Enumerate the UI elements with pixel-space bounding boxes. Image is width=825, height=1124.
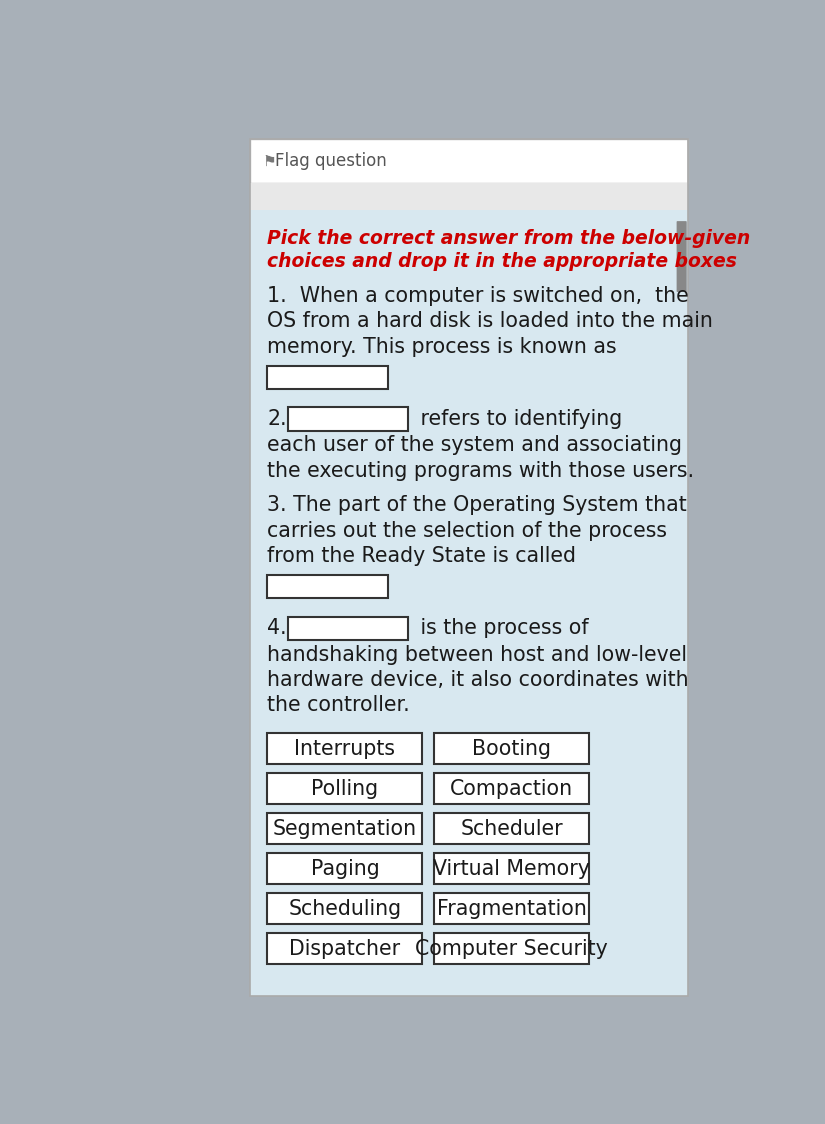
Text: Fragmentation: Fragmentation	[436, 899, 587, 918]
Text: handshaking between host and low-level: handshaking between host and low-level	[267, 645, 687, 664]
Text: refers to identifying: refers to identifying	[414, 409, 622, 429]
Text: 2.: 2.	[267, 409, 287, 429]
Text: the controller.: the controller.	[267, 696, 410, 716]
Text: memory. This process is known as: memory. This process is known as	[267, 336, 617, 356]
Text: 1.  When a computer is switched on,  the: 1. When a computer is switched on, the	[267, 285, 689, 306]
FancyBboxPatch shape	[250, 183, 688, 210]
Text: Computer Security: Computer Security	[415, 939, 608, 959]
FancyBboxPatch shape	[267, 575, 388, 598]
FancyBboxPatch shape	[250, 210, 688, 996]
Text: Paging: Paging	[310, 859, 380, 879]
Text: OS from a hard disk is loaded into the main: OS from a hard disk is loaded into the m…	[267, 311, 714, 332]
FancyBboxPatch shape	[434, 853, 589, 885]
FancyBboxPatch shape	[434, 814, 589, 844]
Text: Flag question: Flag question	[276, 152, 387, 170]
FancyBboxPatch shape	[434, 894, 589, 924]
Text: is the process of: is the process of	[414, 618, 588, 638]
Text: Interrupts: Interrupts	[295, 738, 395, 759]
FancyBboxPatch shape	[434, 773, 589, 804]
Text: Scheduler: Scheduler	[460, 818, 563, 839]
FancyBboxPatch shape	[267, 814, 422, 844]
Text: each user of the system and associating: each user of the system and associating	[267, 435, 682, 455]
Text: Booting: Booting	[472, 738, 551, 759]
FancyBboxPatch shape	[288, 617, 408, 640]
Text: ⚑: ⚑	[263, 154, 276, 169]
FancyBboxPatch shape	[434, 933, 589, 964]
Text: Polling: Polling	[311, 779, 379, 799]
FancyBboxPatch shape	[434, 733, 589, 764]
Text: Virtual Memory: Virtual Memory	[433, 859, 590, 879]
Text: 4.: 4.	[267, 618, 287, 638]
Text: choices and drop it in the appropriate boxes: choices and drop it in the appropriate b…	[267, 252, 738, 271]
Text: from the Ready State is called: from the Ready State is called	[267, 546, 577, 566]
Text: carries out the selection of the process: carries out the selection of the process	[267, 520, 667, 541]
FancyBboxPatch shape	[676, 221, 686, 292]
FancyBboxPatch shape	[288, 408, 408, 430]
Text: Compaction: Compaction	[450, 779, 573, 799]
Text: 3. The part of the Operating System that: 3. The part of the Operating System that	[267, 496, 687, 515]
FancyBboxPatch shape	[267, 366, 388, 389]
Text: the executing programs with those users.: the executing programs with those users.	[267, 461, 695, 481]
FancyBboxPatch shape	[267, 733, 422, 764]
FancyBboxPatch shape	[267, 894, 422, 924]
Text: Pick the correct answer from the below-given: Pick the correct answer from the below-g…	[267, 229, 751, 247]
Text: Segmentation: Segmentation	[273, 818, 417, 839]
Text: Dispatcher: Dispatcher	[290, 939, 400, 959]
FancyBboxPatch shape	[267, 773, 422, 804]
Text: Scheduling: Scheduling	[289, 899, 402, 918]
FancyBboxPatch shape	[267, 853, 422, 885]
FancyBboxPatch shape	[267, 933, 422, 964]
Text: hardware device, it also coordinates with: hardware device, it also coordinates wit…	[267, 670, 689, 690]
FancyBboxPatch shape	[250, 138, 688, 183]
